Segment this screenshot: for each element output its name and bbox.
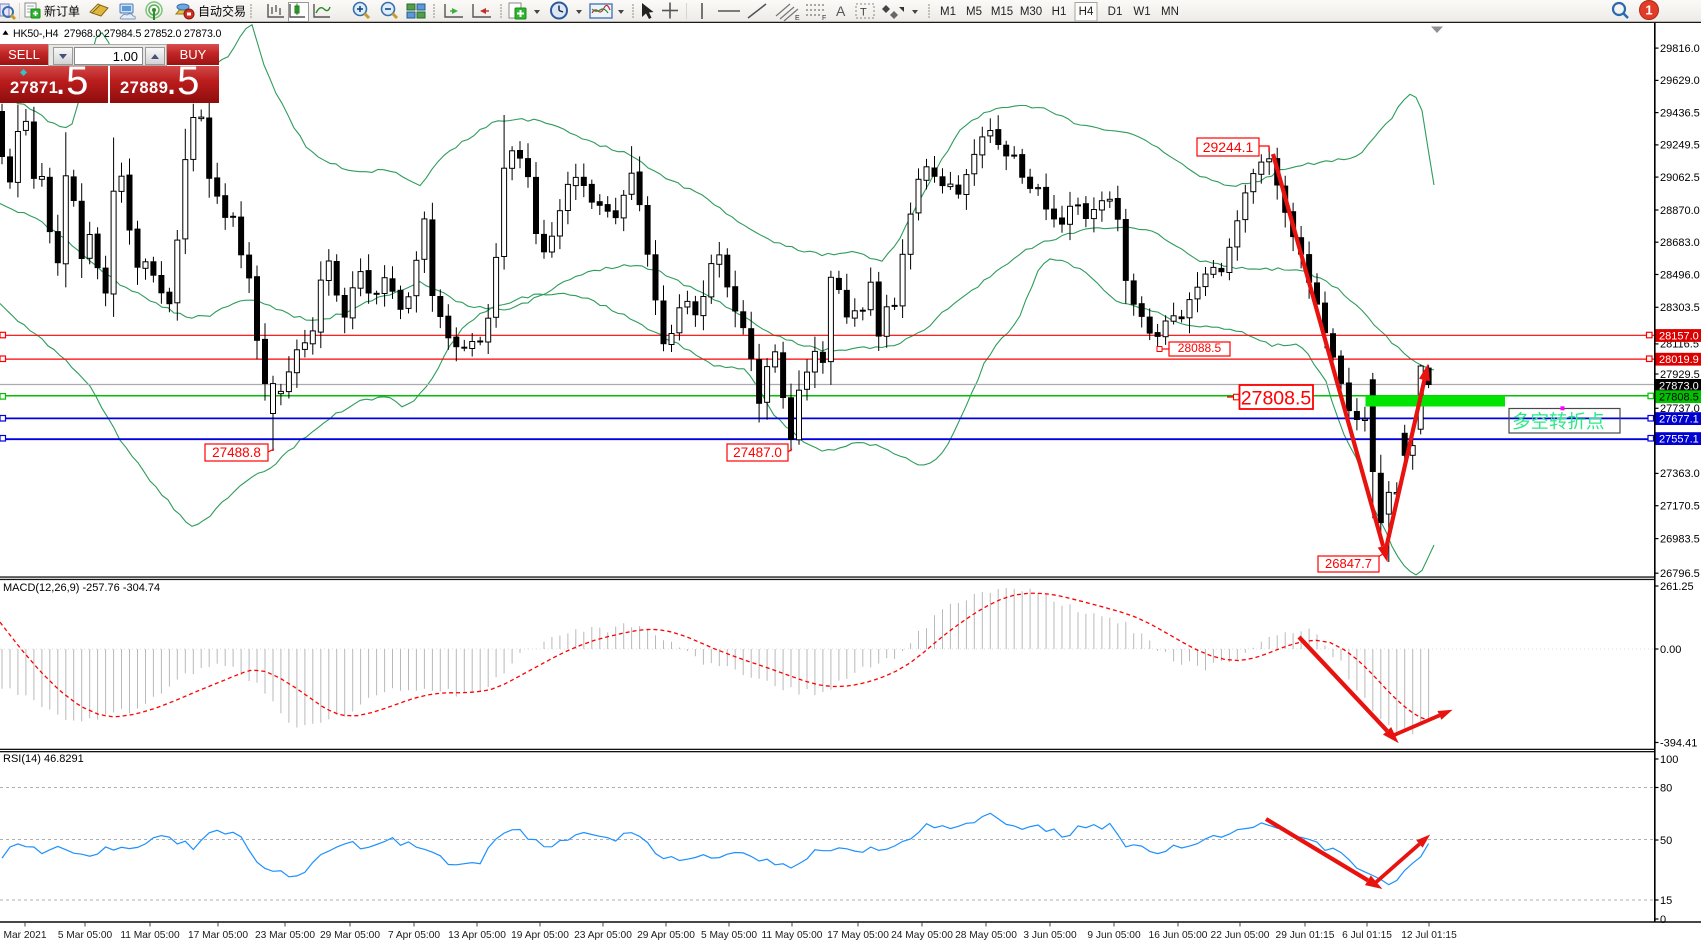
svg-text:MACD(12,26,9) -257.76 -304.74: MACD(12,26,9) -257.76 -304.74 [3,582,160,594]
svg-text:RSI(14) 46.8291: RSI(14) 46.8291 [3,753,84,765]
svg-text:23 Mar 05:00: 23 Mar 05:00 [255,930,315,941]
svg-text:9 Jun 05:00: 9 Jun 05:00 [1087,930,1141,941]
svg-text:F: F [822,15,826,22]
svg-text:17 Mar 05:00: 17 Mar 05:00 [188,930,248,941]
svg-text:16 Jun 05:00: 16 Jun 05:00 [1149,930,1208,941]
svg-text:27808.5: 27808.5 [1659,392,1699,404]
svg-text:27487.0: 27487.0 [733,445,782,460]
svg-text:29816.0: 29816.0 [1660,43,1700,55]
svg-text:28 May 05:00: 28 May 05:00 [955,930,1017,941]
svg-text:W1: W1 [1133,6,1150,18]
svg-text:28303.5: 28303.5 [1660,302,1700,314]
svg-text:0: 0 [1660,914,1666,926]
svg-text:26796.5: 26796.5 [1660,568,1700,580]
svg-text:H1: H1 [1052,6,1067,18]
svg-text:28019.9: 28019.9 [1659,354,1699,366]
svg-text:11 May 05:00: 11 May 05:00 [762,930,823,941]
svg-text:15: 15 [1660,895,1672,907]
svg-text:A: A [836,3,846,19]
svg-text:新订单: 新订单 [44,4,80,19]
svg-text:自动交易: 自动交易 [198,4,246,19]
svg-text:27488.8: 27488.8 [212,445,261,460]
svg-text:29 Mar 05:00: 29 Mar 05:00 [320,930,380,941]
svg-text:Mar 2021: Mar 2021 [3,930,46,941]
svg-text:29629.0: 29629.0 [1660,75,1700,87]
svg-text:T: T [860,7,867,19]
svg-text:29244.1: 29244.1 [1203,139,1254,155]
svg-text:26847.7: 26847.7 [1325,556,1372,571]
svg-text:28496.0: 28496.0 [1660,269,1700,281]
svg-text:5 Mar 05:00: 5 Mar 05:00 [58,930,113,941]
svg-text:11 Mar 05:00: 11 Mar 05:00 [120,930,180,941]
svg-text:27363.0: 27363.0 [1660,468,1700,480]
svg-text:50: 50 [1660,835,1672,847]
svg-text:12 Jul 01:15: 12 Jul 01:15 [1401,930,1457,941]
svg-text:28088.5: 28088.5 [1178,341,1222,355]
svg-text:29436.5: 29436.5 [1660,107,1700,119]
svg-text:28870.0: 28870.0 [1660,205,1700,217]
svg-text:28683.0: 28683.0 [1660,237,1700,249]
svg-text:6 Jul 01:15: 6 Jul 01:15 [1342,930,1392,941]
svg-text:23 Apr 05:00: 23 Apr 05:00 [574,930,632,941]
svg-text:13 Apr 05:00: 13 Apr 05:00 [448,930,506,941]
svg-text:HK50-,H4 27968.0 27984.5 2785: HK50-,H4 27968.0 27984.5 27852.0 27873.0 [13,28,222,40]
svg-text:27170.5: 27170.5 [1660,501,1700,513]
svg-text:7 Apr 05:00: 7 Apr 05:00 [388,930,440,941]
svg-text:17 May 05:00: 17 May 05:00 [827,930,889,941]
svg-text:24 May 05:00: 24 May 05:00 [891,930,953,941]
svg-text:MN: MN [1161,6,1179,18]
svg-text:H4: H4 [1079,6,1094,18]
svg-text:M30: M30 [1020,6,1042,18]
svg-text:29249.5: 29249.5 [1660,140,1700,152]
svg-text:19 Apr 05:00: 19 Apr 05:00 [511,930,569,941]
svg-text:26983.5: 26983.5 [1660,533,1700,545]
svg-text:E: E [795,15,800,22]
svg-text:80: 80 [1660,782,1672,794]
svg-text:D1: D1 [1108,6,1123,18]
svg-text:29 Jun 01:15: 29 Jun 01:15 [1276,930,1335,941]
svg-text:M1: M1 [940,6,956,18]
svg-text:27557.1: 27557.1 [1659,434,1699,446]
svg-text:261.25: 261.25 [1660,581,1694,593]
svg-text:5 May 05:00: 5 May 05:00 [701,930,757,941]
svg-text:22 Jun 05:00: 22 Jun 05:00 [1211,930,1270,941]
svg-text:27808.5: 27808.5 [1241,388,1312,410]
svg-text:27737.0: 27737.0 [1660,403,1700,415]
svg-text:28157.0: 28157.0 [1659,331,1699,343]
svg-text:29062.5: 29062.5 [1660,172,1700,184]
svg-text:27873.0: 27873.0 [1659,380,1699,392]
svg-text:M5: M5 [966,6,982,18]
svg-text:0.00: 0.00 [1660,644,1681,656]
svg-text:1: 1 [1645,3,1652,18]
svg-text:27929.5: 27929.5 [1660,369,1700,381]
svg-text:M15: M15 [991,6,1013,18]
svg-text:100: 100 [1660,754,1678,766]
svg-text:29 Apr 05:00: 29 Apr 05:00 [637,930,695,941]
svg-text:多空转折点: 多空转折点 [1512,411,1605,432]
svg-text:-394.41: -394.41 [1660,737,1697,749]
svg-text:27677.1: 27677.1 [1659,414,1699,426]
svg-text:3 Jun 05:00: 3 Jun 05:00 [1023,930,1077,941]
